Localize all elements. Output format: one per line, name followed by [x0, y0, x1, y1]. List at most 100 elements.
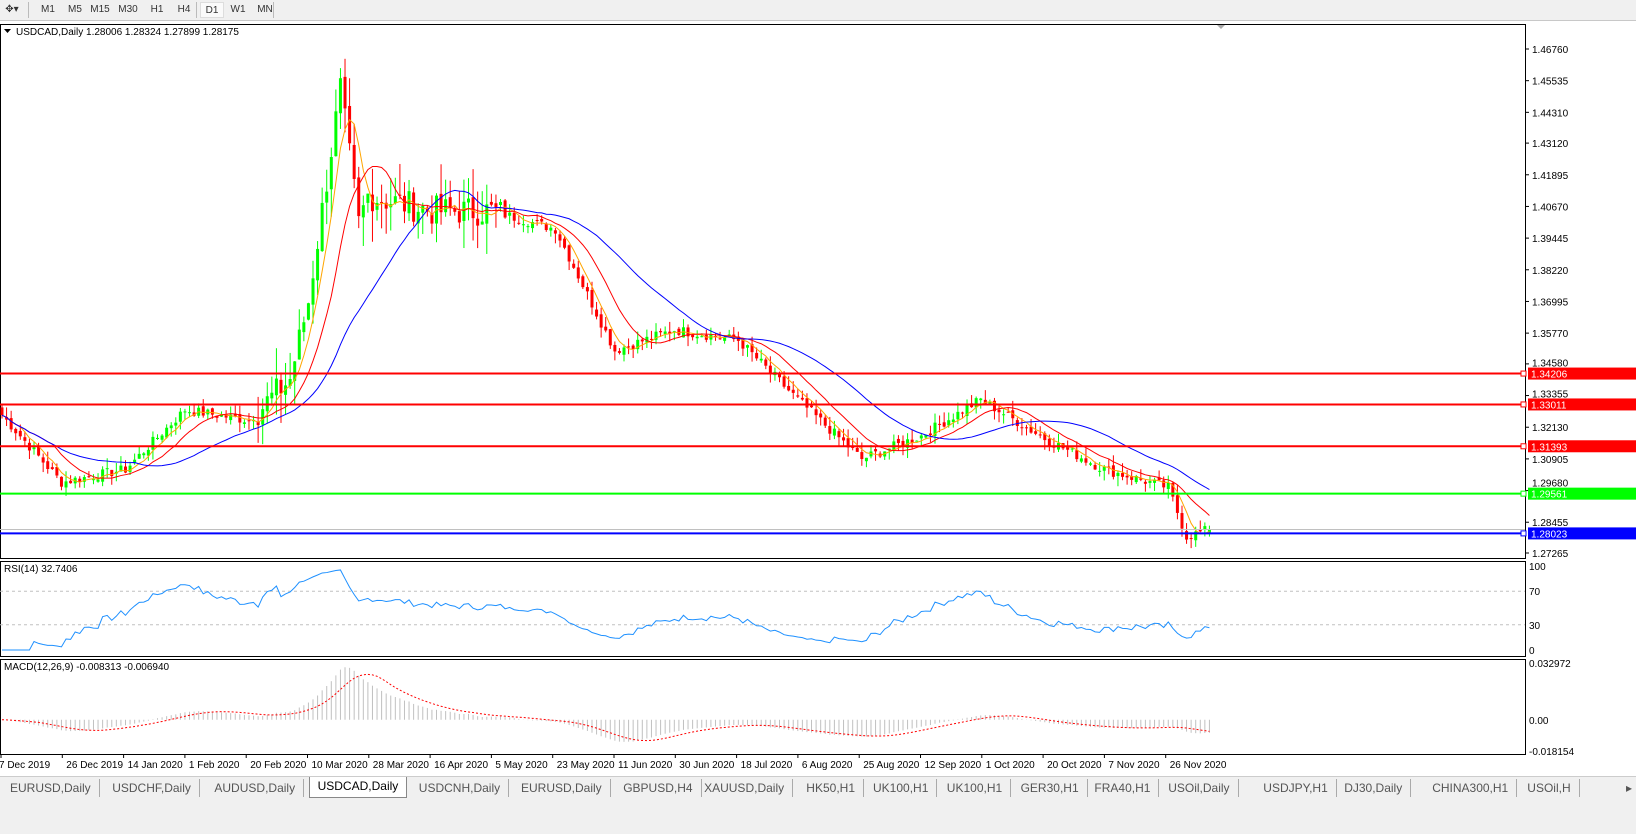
candle [951, 413, 955, 428]
header-collapse-icon[interactable] [4, 29, 11, 33]
candle [549, 224, 553, 237]
candle [82, 474, 86, 488]
candle-body [723, 337, 727, 341]
candle [1116, 470, 1120, 487]
candle-body [1203, 526, 1207, 530]
timeframe-h1[interactable]: H1 [150, 4, 164, 15]
chart-tab[interactable]: DJ30,Daily [1336, 779, 1412, 797]
candle-body [439, 193, 443, 213]
chart-tab[interactable]: FRA40,H1 [1086, 779, 1160, 797]
macd-pane [0, 659, 1526, 755]
candle [745, 344, 749, 357]
chart-tab[interactable]: AUDUSD,Daily [206, 779, 305, 797]
chart-tab[interactable]: USOil,H [1519, 779, 1580, 797]
candle [215, 415, 219, 423]
price-axis-label: 1.45535 [1532, 77, 1569, 88]
timeframe-m15[interactable]: M15 [90, 4, 110, 15]
candle [343, 58, 347, 133]
candle-body [41, 457, 45, 463]
timeframe-mn[interactable]: MN [257, 4, 273, 15]
crosshair-dropdown-icon[interactable]: ✥▾ [5, 4, 19, 15]
timeframe-m1[interactable]: M1 [41, 4, 55, 15]
candle-body [627, 346, 631, 348]
candle-body [1084, 458, 1088, 463]
candle [169, 422, 173, 437]
candle [306, 302, 310, 321]
level-handle [1520, 530, 1527, 537]
chart-tab[interactable]: GBPUSD,H4 [615, 779, 702, 797]
candle-body [782, 376, 786, 387]
chart-tab[interactable]: UK100,H1 [865, 779, 938, 797]
candle [91, 474, 95, 485]
timeframe-w1[interactable]: W1 [230, 4, 246, 15]
level-handle [1520, 401, 1527, 408]
candle-body [338, 78, 342, 114]
candle-body [69, 480, 73, 484]
price-axis-label: 1.34580 [1532, 359, 1569, 370]
candle [846, 429, 850, 457]
chart-tab[interactable]: CHINA300,H1 [1424, 779, 1518, 797]
candle-body [919, 435, 923, 439]
candle-body [64, 481, 68, 488]
price-axis-label: 1.35770 [1532, 329, 1569, 340]
timeframe-d1[interactable]: D1 [200, 2, 224, 18]
candle-body [192, 412, 196, 416]
candle [393, 177, 397, 205]
candle-body [846, 438, 850, 448]
candle-body [1175, 495, 1179, 513]
candle-body [119, 465, 123, 472]
candle [567, 244, 571, 271]
timeframe-h4[interactable]: H4 [177, 4, 191, 15]
candle [261, 398, 265, 445]
candle-body [837, 431, 841, 438]
tabs-scroll-right-icon[interactable]: ▸ [1626, 781, 1633, 795]
level-price-label: 1.34206 [1531, 370, 1568, 381]
candle [1143, 479, 1147, 492]
chart-tab[interactable]: USOil,Daily [1160, 779, 1239, 797]
chart-tab[interactable]: GER30,H1 [1013, 779, 1088, 797]
candle-body [183, 411, 187, 413]
chart-tab[interactable]: EURUSD,Daily [2, 779, 100, 797]
candle-body [640, 339, 644, 342]
candle-body [32, 447, 36, 450]
chart-tab[interactable]: USDCAD,Daily [308, 777, 408, 798]
candle [384, 193, 388, 234]
candle-body [46, 461, 50, 470]
chart-tab[interactable]: USDCHF,Daily [104, 779, 200, 797]
candle [654, 323, 658, 345]
candle-body [284, 385, 288, 395]
candle [1125, 469, 1129, 485]
candle-body [361, 205, 365, 218]
candle-body [233, 413, 237, 417]
chart-tab[interactable]: USDCNH,Daily [411, 779, 510, 797]
chart-tab[interactable]: EURUSD,Daily [513, 779, 611, 797]
candle-body [787, 385, 791, 391]
candle [233, 405, 237, 418]
candle-body [810, 405, 814, 408]
timeframe-m30[interactable]: M30 [118, 4, 138, 15]
chart-tab[interactable]: HK50,H1 [798, 779, 864, 797]
candle [471, 169, 475, 241]
rsi-pane [0, 561, 1526, 657]
candle-body [471, 197, 475, 219]
candle-body [128, 465, 132, 472]
candle-body [59, 476, 63, 487]
chart-tab[interactable]: UK100,H1 [939, 779, 1012, 797]
candle [270, 376, 274, 406]
candle [558, 230, 562, 248]
chart-tab[interactable]: XAUUSD,Daily [696, 779, 794, 797]
macd-label: MACD(12,26,9) -0.008313 -0.006940 [4, 662, 170, 673]
candle-body [576, 267, 580, 279]
candle-body [1047, 438, 1051, 446]
candle [581, 274, 585, 290]
timeframe-m5[interactable]: M5 [68, 4, 82, 15]
candle [572, 259, 576, 270]
rsi-label: RSI(14) 32.7406 [4, 564, 78, 575]
chart-tab[interactable]: USDJPY,H1 [1255, 779, 1337, 797]
status-area [0, 798, 1636, 834]
candle-body [5, 416, 9, 420]
candle [224, 410, 228, 424]
candle-body [755, 352, 759, 359]
chart-window[interactable]: 1.46760 1.45535 1.44310 1.43120 1.41895 1.406… [0, 23, 1636, 773]
candle-body [247, 420, 251, 422]
